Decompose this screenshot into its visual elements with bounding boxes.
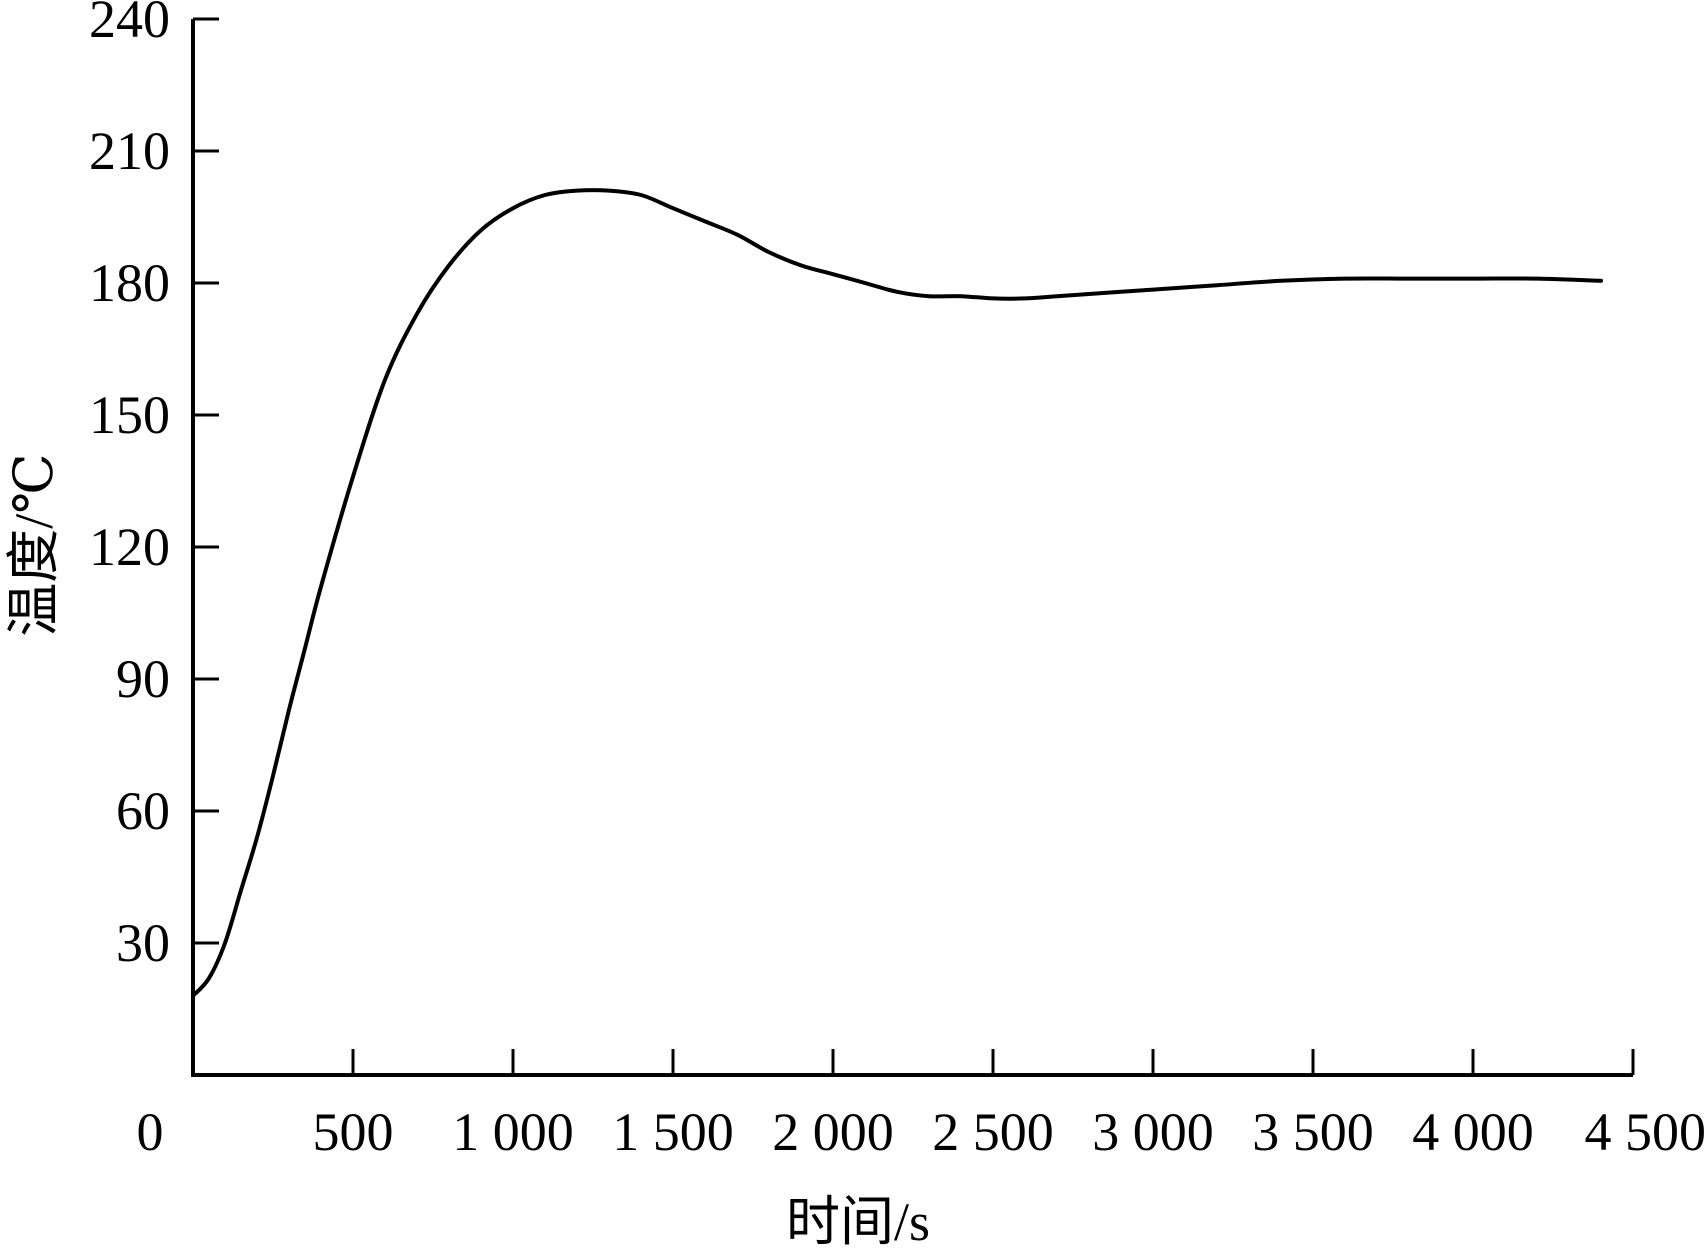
x-axis-title: 时间/s	[786, 1192, 930, 1250]
x-tick-label: 2 000	[772, 1102, 894, 1162]
y-tick-label: 90	[116, 649, 170, 709]
y-axis-ticks: 30 60 90 120 150 180 210 240	[89, 0, 219, 973]
y-tick-label: 150	[89, 385, 170, 445]
x-tick-label: 3 000	[1092, 1102, 1214, 1162]
x-tick-label: 1 500	[612, 1102, 734, 1162]
y-tick-label: 120	[89, 517, 170, 577]
y-tick-label: 210	[89, 121, 170, 181]
y-tick-label: 60	[116, 781, 170, 841]
x-tick-label: 4 000	[1412, 1102, 1534, 1162]
x-tick-label: 4 500	[1585, 1102, 1707, 1162]
axes	[191, 19, 1633, 1077]
temperature-series-line	[191, 188, 1603, 998]
y-tick-label: 240	[89, 0, 170, 49]
x-tick-label: 500	[313, 1102, 394, 1162]
plot-series	[191, 188, 1603, 998]
x-axis-ticks: 0 500 1 000 1 500 2 000 2 500 3 000 3 500 4 000 4…	[137, 1049, 1707, 1162]
y-axis-title: 温度/℃	[4, 453, 64, 636]
x-tick-label: 1 000	[452, 1102, 574, 1162]
x-tick-label: 2 500	[932, 1102, 1054, 1162]
x-tick-label: 0	[137, 1102, 164, 1162]
y-tick-label: 30	[116, 913, 170, 973]
x-tick-label: 3 500	[1252, 1102, 1374, 1162]
y-tick-label: 180	[89, 253, 170, 313]
